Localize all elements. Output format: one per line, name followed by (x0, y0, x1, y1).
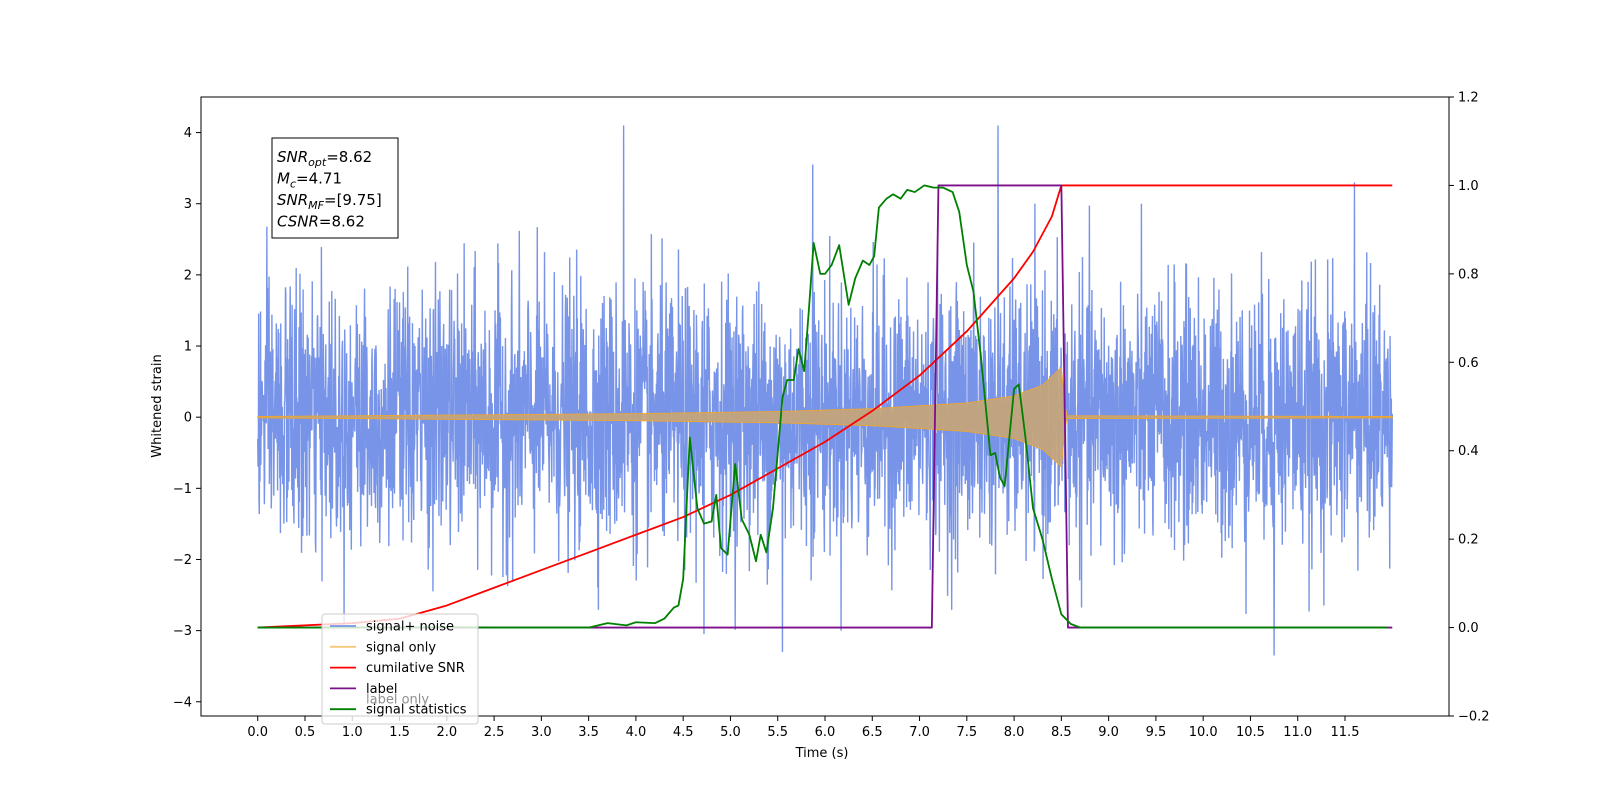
legend-label: signal statistics (366, 703, 467, 718)
y-right-tick-label: 0.6 (1458, 356, 1479, 371)
y-left-tick-label: −3 (173, 624, 192, 639)
x-tick-label: 9.5 (1146, 725, 1167, 740)
signal-noise-line (257, 125, 1393, 656)
y-right-tick-label: 0.4 (1458, 444, 1479, 459)
x-tick-label: 11.0 (1283, 725, 1312, 740)
x-tick-label: 6.5 (862, 725, 883, 740)
y-left-axis-ticks: 4 3 2 1 0 −1 −2 −3 −4 (173, 126, 201, 710)
x-tick-label: 1.0 (342, 725, 363, 740)
y-right-axis-ticks: 1.2 1.0 0.8 0.6 0.4 0.2 0.0 −0.2 (1449, 91, 1490, 725)
x-tick-label: 8.0 (1004, 725, 1025, 740)
legend-label: signal only (366, 640, 436, 655)
legend: signal+ noise signal only cumilative SNR la… (321, 613, 479, 725)
annotation-line: CSNR=8.62 (277, 213, 365, 231)
x-tick-label: 7.5 (956, 725, 977, 740)
x-tick-label: 4.0 (626, 725, 647, 740)
x-tick-label: 1.5 (389, 725, 410, 740)
signal-only-band (257, 366, 1393, 468)
series-signal-only (257, 366, 1393, 468)
y-left-tick-label: −1 (173, 482, 192, 497)
y-left-tick-label: 0 (184, 411, 192, 426)
y-left-tick-label: 4 (184, 126, 192, 141)
x-tick-label: 11.5 (1331, 725, 1360, 740)
y-right-tick-label: 0.8 (1458, 267, 1479, 282)
y-axis-label-left: Whitened strain (150, 354, 165, 457)
legend-frame (321, 613, 479, 725)
legend-label: signal+ noise (366, 620, 454, 635)
x-tick-label: 5.5 (767, 725, 788, 740)
y-left-tick-label: 2 (184, 268, 192, 283)
x-axis-label: Time (s) (795, 746, 849, 761)
x-tick-label: 3.5 (578, 725, 599, 740)
y-right-tick-label: −0.2 (1458, 710, 1490, 725)
annotation-line: SNRMF=[9.75] (277, 191, 382, 212)
y-right-tick-label: 0.0 (1458, 621, 1479, 636)
y-right-tick-label: 0.2 (1458, 533, 1479, 548)
y-right-tick-label: 1.0 (1458, 179, 1479, 194)
x-tick-label: 3.0 (531, 725, 552, 740)
legend-label: cumilative SNR (366, 661, 465, 676)
annotation-line: SNRopt=8.62 (277, 148, 372, 169)
y-left-tick-label: 1 (184, 340, 192, 355)
y-right-tick-label: 1.2 (1458, 91, 1479, 106)
x-tick-label: 4.5 (673, 725, 694, 740)
x-axis-ticks: 0.0 0.5 1.0 1.5 2.0 2.5 3.0 3.5 4.0 4.5 5.0 5.5 6.0 6… (247, 716, 1359, 740)
x-tick-label: 0.5 (295, 725, 316, 740)
x-tick-label: 0.0 (247, 725, 268, 740)
annotation-frame (271, 137, 399, 239)
x-tick-label: 7.0 (909, 725, 930, 740)
x-tick-label: 5.0 (720, 725, 741, 740)
series-line-cumilative-snr (257, 184, 1393, 629)
y-left-tick-label: −4 (173, 695, 192, 710)
x-tick-label: 8.5 (1051, 725, 1072, 740)
x-tick-label: 10.0 (1189, 725, 1218, 740)
x-tick-label: 2.5 (484, 725, 505, 740)
legend-hidden-label: label only (366, 692, 429, 707)
y-left-tick-label: 3 (184, 197, 192, 212)
series-line-signal-statistics (257, 184, 1388, 629)
legend-label: label (366, 682, 397, 697)
y-left-tick-label: −2 (173, 553, 192, 568)
x-tick-label: 9.0 (1098, 725, 1119, 740)
series-lines (257, 184, 1393, 629)
x-tick-label: 6.0 (815, 725, 836, 740)
annotation-line: Mc=4.71 (277, 170, 342, 191)
x-tick-label: 2.0 (436, 725, 457, 740)
x-tick-label: 10.5 (1236, 725, 1265, 740)
series-signal-noise (257, 125, 1393, 656)
